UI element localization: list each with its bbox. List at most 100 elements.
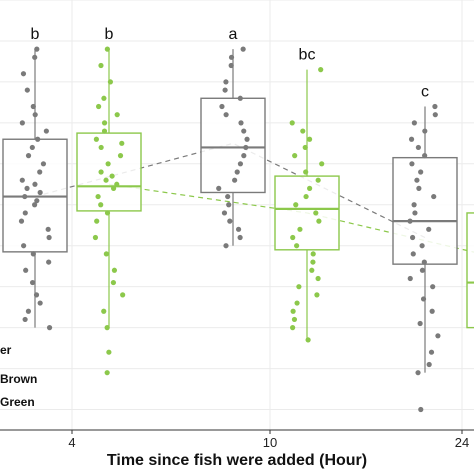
data-point [415,370,421,376]
data-point [294,300,300,306]
data-point [315,275,321,282]
data-point [296,284,302,290]
letter-green-4: b [105,26,114,43]
data-point [435,333,441,339]
data-point [119,140,125,146]
data-point [313,210,319,216]
data-point [37,189,43,196]
box-green-10 [274,175,340,251]
data-point [216,185,222,191]
legend-entry-brown: Brown [0,372,38,386]
data-point [96,103,102,110]
data-point [94,218,100,224]
data-point [237,95,243,101]
letter-brown-4: b [31,26,40,43]
data-point [114,181,120,187]
data-point [104,325,110,331]
data-point [19,120,25,126]
data-point [297,226,303,232]
data-point [418,406,424,413]
data-point [32,181,38,187]
data-point [117,153,124,159]
data-point [114,112,120,118]
significance-letters: b b a bc c [31,26,429,100]
data-point [294,243,300,249]
data-point [290,234,296,241]
legend-title: er [0,343,12,357]
data-point [319,161,325,167]
data-point [219,103,225,110]
data-point [244,136,250,142]
letter-brown-24: c [421,83,429,100]
jitter-points [18,46,441,413]
box-brown-24 [392,156,458,265]
data-point [310,259,316,265]
data-point [105,161,111,167]
data-point [407,218,413,224]
data-point [24,87,30,93]
data-point [422,153,428,159]
x-ticks: 4 10 24 [68,430,469,450]
data-point [225,193,231,200]
data-point [291,316,298,323]
data-point [228,54,235,60]
data-point [32,112,38,118]
data-point [45,226,51,232]
data-point [111,267,118,273]
data-point [30,103,36,110]
data-point [32,202,38,208]
data-point [303,169,309,175]
data-point [106,349,112,355]
data-point [104,210,111,216]
data-point [103,177,109,183]
data-point [419,267,426,273]
data-point [422,128,428,134]
data-point [98,169,104,175]
data-point [22,193,28,200]
data-point [315,177,321,183]
data-point [310,251,316,257]
data-point [228,62,234,69]
data-point [223,243,229,249]
box-green-4 [76,132,142,212]
data-point [33,292,40,298]
data-point [101,308,107,314]
data-point [420,296,427,302]
data-point [19,177,25,183]
data-point [415,144,421,151]
data-point [92,234,99,241]
data-point [240,46,246,52]
data-point [104,46,110,52]
data-point [235,226,242,232]
data-point [29,279,36,286]
data-point [314,292,320,298]
data-point [419,243,425,249]
data-point [292,153,298,159]
data-point [98,62,104,69]
data-point [24,185,30,191]
data-point [222,87,228,93]
data-point [221,210,228,216]
data-point [104,370,110,376]
data-point [302,144,308,151]
data-point [306,136,313,142]
data-point [227,218,233,224]
data-point [411,202,417,208]
data-point [418,169,424,175]
legend-entry-green: Green [0,395,35,409]
data-point [98,144,104,151]
data-point [409,234,416,241]
x-tick-label: 24 [455,435,469,450]
data-point [307,185,313,191]
data-point [417,320,423,327]
boxes [2,49,474,373]
data-point [430,284,436,290]
data-point [22,316,28,323]
data-point [234,169,240,175]
data-point [407,275,413,282]
box-green-24 [466,212,474,329]
data-point [410,251,416,257]
data-point [293,202,299,208]
data-point [101,120,108,126]
